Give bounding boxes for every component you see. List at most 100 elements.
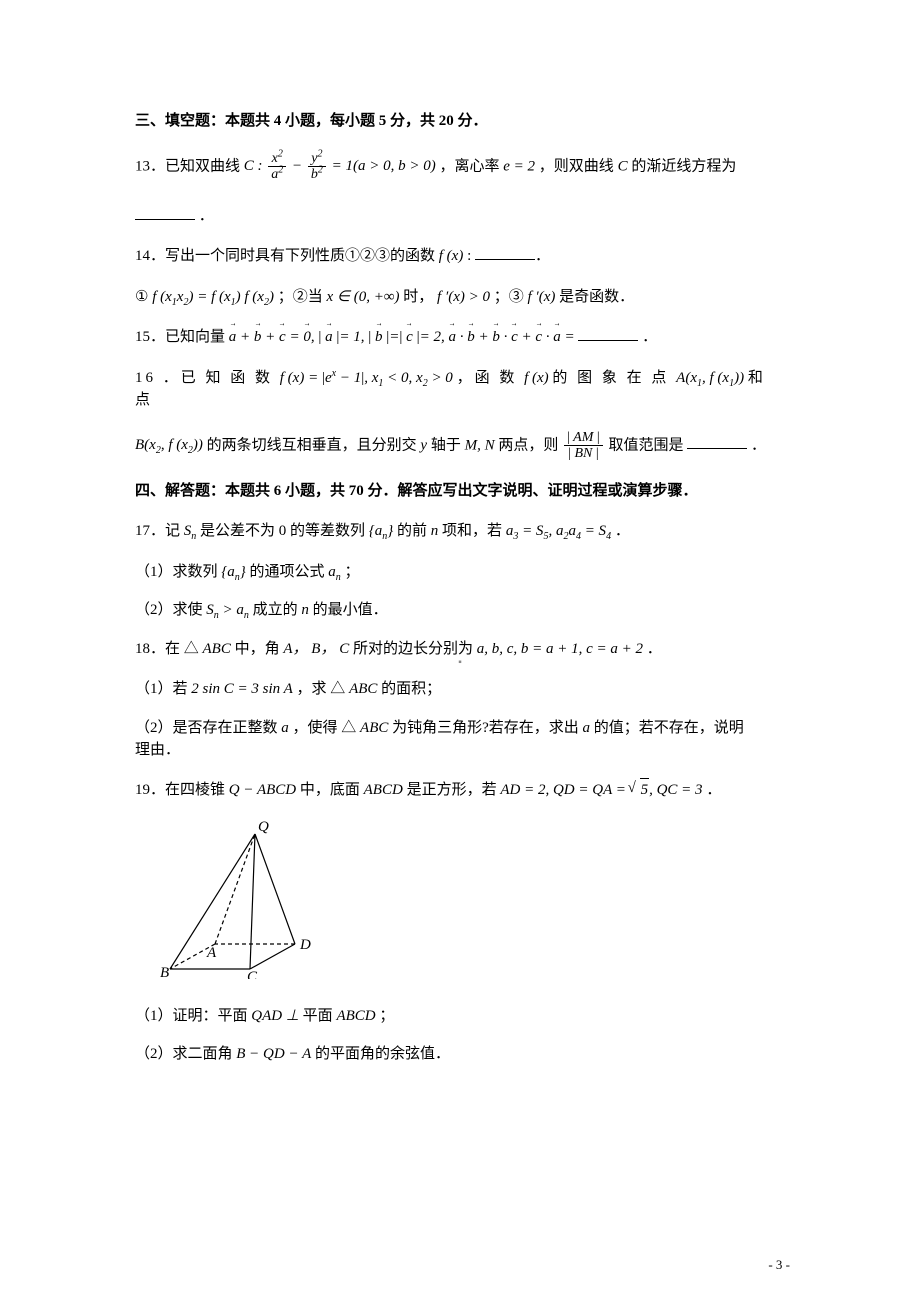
q19-p1c: ； xyxy=(379,1008,394,1024)
q13-prefix: 13．已知双曲线 xyxy=(135,158,240,174)
center-marker: ▪ xyxy=(458,655,462,670)
q16-prefix: 16 ．已 知 函 数 xyxy=(135,370,280,386)
q16-mn: M, N xyxy=(465,437,495,453)
q14-c2-pre: ；②当 xyxy=(278,289,327,305)
q17-p2: （2）求使 xyxy=(135,602,206,618)
q19-p2-angle: B − QD − A xyxy=(236,1046,311,1062)
problem-19: 19．在四棱锥 Q − ABCD 中，底面 ABCD 是正方形，若 AD = 2… xyxy=(135,778,790,802)
q18-mid: 中，角 xyxy=(235,641,284,657)
q17-Sn: Sn xyxy=(184,523,197,539)
q16-l2a: 的两条切线互相垂直，且分别交 xyxy=(207,437,421,453)
q13-end: ． xyxy=(199,208,214,224)
q18-text: 18．在 △ xyxy=(135,641,199,657)
q13-tail: 的渐近线方程为 xyxy=(631,158,736,174)
q13-cvar: C xyxy=(618,158,628,174)
pyramid-svg: Q A B C D xyxy=(155,819,335,979)
problem-14-conds: ① f (x1x2) = f (x1) f (x2) ；②当 x ∈ (0, +… xyxy=(135,286,790,309)
q17-p1c: ； xyxy=(345,564,360,580)
q19-mid2: 是正方形，若 xyxy=(407,782,501,798)
problem-16b: B(x2, f (x2)) 的两条切线互相垂直，且分别交 y 轴于 M, N 两… xyxy=(135,430,790,462)
q14-c2-mid: 时， xyxy=(403,289,433,305)
blank-15 xyxy=(578,326,638,341)
figure-pyramid: Q A B C D xyxy=(155,819,790,987)
q16-l2b: 轴于 xyxy=(431,437,465,453)
q16-mid1: 的 图 象 在 点 xyxy=(552,370,676,386)
label-A: A xyxy=(206,945,217,961)
q17-p2-eq: Sn > an xyxy=(206,602,249,618)
q14-c1: f (x1x2) = f (x1) f (x2) xyxy=(152,289,274,305)
q15-expr: a + b + c = 0, | a |= 1, | b |=| c |= 2,… xyxy=(229,329,579,345)
q18-p1-eq: 2 sin C = 3 sin A xyxy=(191,681,293,697)
label-D: D xyxy=(299,937,311,953)
q15-tail: ． xyxy=(642,329,657,345)
q14-c2-end: ；③ xyxy=(494,289,528,305)
q17-p2-n: n xyxy=(301,602,309,618)
q17-mid2: 的前 xyxy=(397,523,431,539)
q17-p1b: 的通项公式 xyxy=(250,564,329,580)
q13-cond: ，则双曲线 xyxy=(539,158,618,174)
q19-part1: （1）证明：平面 QAD ⊥ 平面 ABCD ； xyxy=(135,1005,790,1028)
q17-text: 17．记 xyxy=(135,523,184,539)
q18-p2b: ，使得 △ xyxy=(293,720,357,736)
q17-p1-an2: an xyxy=(328,564,341,580)
q16-A: A(x1, f (x1)) xyxy=(676,370,744,386)
problem-17: 17．记 Sn 是公差不为 0 的等差数列 {an} 的前 n 项和，若 a3 … xyxy=(135,520,790,543)
q17-end: ． xyxy=(615,523,630,539)
q17-p1: （1）求数列 xyxy=(135,564,221,580)
q18-end: ． xyxy=(647,641,662,657)
q18-p2-a2: a xyxy=(583,720,591,736)
q17-part1: （1）求数列 {an} 的通项公式 an ； xyxy=(135,561,790,584)
q19-QABCD: Q − ABCD xyxy=(229,782,296,798)
q17-n: n xyxy=(431,523,439,539)
q18-p2c: 为钝角三角形?若存在，求出 xyxy=(392,720,582,736)
q19-mid: 中，底面 xyxy=(300,782,364,798)
q19-p1-ABCD: ABCD xyxy=(336,1008,375,1024)
q18-p1a: （1）若 xyxy=(135,681,191,697)
blank-16 xyxy=(687,434,747,449)
q16-B: B(x2, f (x2)) xyxy=(135,437,203,453)
q14-c1-pre: ① xyxy=(135,289,152,305)
q18-p2a: （2）是否存在正整数 xyxy=(135,720,281,736)
q13-suffix: ，离心率 xyxy=(440,158,504,174)
q15-prefix: 15．已知向量 xyxy=(135,329,229,345)
q14-c2b: f ′(x) > 0 xyxy=(437,289,490,305)
q18-p1b: ，求 △ xyxy=(297,681,346,697)
problem-18: 18．在 △ ABC 中，角 A， B， C 所对的边长分别为 a, b, c,… xyxy=(135,638,790,661)
q19-p1b: 平面 xyxy=(303,1008,337,1024)
q16-y: y xyxy=(420,437,427,453)
q19-p2b: 的平面角的余弦值． xyxy=(315,1046,450,1062)
label-B: B xyxy=(160,965,169,979)
q17-mid: 是公差不为 0 的等差数列 xyxy=(200,523,369,539)
q13-equation: C : x2a2 − y2b2 = 1(a > 0, b > 0) xyxy=(244,158,440,174)
q18-sides: a, b, c, b = a + 1, c = a + 2 xyxy=(477,641,643,657)
q18-abc: A， B， C xyxy=(283,641,349,657)
problem-16: 16 ．已 知 函 数 f (x) = |ex − 1|, x1 < 0, x2… xyxy=(135,367,790,412)
q14-text: 14．写出一个同时具有下列性质①②③的函数 xyxy=(135,248,435,264)
q17-p2b: 成立的 xyxy=(253,602,302,618)
page-number: - 3 - xyxy=(768,1255,790,1275)
q17-an: {an} xyxy=(369,523,394,539)
q18-p1c: 的面积； xyxy=(381,681,441,697)
q19-end: ． xyxy=(706,782,721,798)
q18-p2-a: a xyxy=(281,720,289,736)
q14-c3: f ′(x) xyxy=(528,289,556,305)
q18-p2d: 的值；若不存在，说明 xyxy=(594,720,744,736)
q19-ABCD: ABCD xyxy=(364,782,403,798)
q14-c3-end: 是奇函数． xyxy=(559,289,634,305)
q19-cond: AD = 2, QD = QA = 5, QC = 3 xyxy=(500,782,702,798)
q16-fx: f (x) = |ex − 1|, x1 < 0, x2 > 0 xyxy=(280,370,453,386)
q19-p1a: （1）证明：平面 xyxy=(135,1008,251,1024)
blank-13 xyxy=(135,205,195,220)
q13-e: e = 2 xyxy=(503,158,535,174)
problem-15: 15．已知向量 a + b + c = 0, | a |= 1, | b |=|… xyxy=(135,326,790,349)
q19-p1-QAD: QAD ⊥ xyxy=(251,1008,299,1024)
q14-c2: x ∈ (0, +∞) xyxy=(326,289,399,305)
q17-p2c: 的最小值． xyxy=(313,602,388,618)
q18-p2e: 理由． xyxy=(135,742,180,758)
problem-14: 14．写出一个同时具有下列性质①②③的函数 f (x) : ． xyxy=(135,245,790,268)
q16-frac: | AM || BN | xyxy=(562,437,608,453)
page: 三、填空题：本题共 4 小题，每小题 5 分，共 20 分． 13．已知双曲线 … xyxy=(0,0,920,1302)
q17-mid3: 项和，若 xyxy=(442,523,506,539)
q18-part2: （2）是否存在正整数 a ，使得 △ ABC 为钝角三角形?若存在，求出 a 的… xyxy=(135,717,790,762)
q19-part2: （2）求二面角 B − QD − A 的平面角的余弦值． xyxy=(135,1043,790,1066)
